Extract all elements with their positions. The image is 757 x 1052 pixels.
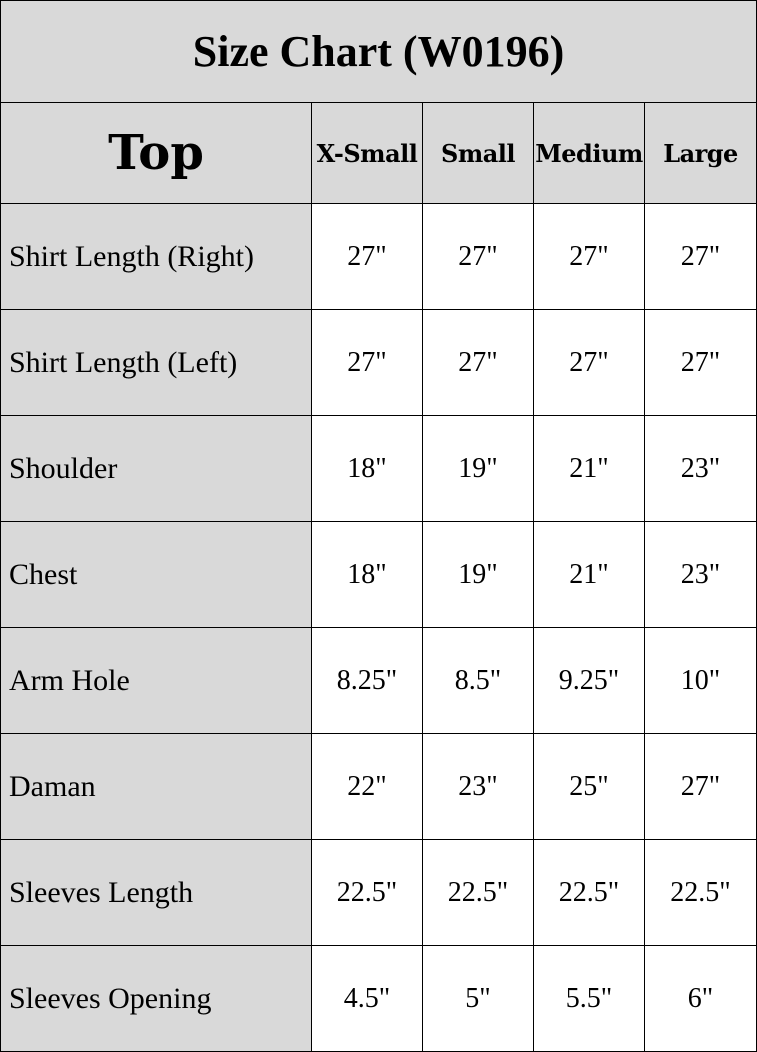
measurement-cell: 21" (533, 521, 645, 628)
size-header: Small (422, 102, 534, 204)
measurement-cell: 9.25" (533, 627, 645, 734)
measurement-cell: 27" (644, 309, 757, 416)
row-label: Arm Hole (0, 627, 312, 734)
chart-title: Size Chart (W0196) (0, 0, 757, 103)
table-row: Shirt Length (Right) 27" 27" 27" 27" (0, 203, 757, 310)
size-header: Medium (533, 102, 645, 204)
measurement-cell: 21" (533, 415, 645, 522)
section-header: Top (0, 102, 312, 204)
measurement-cell: 18" (311, 415, 423, 522)
measurement-cell: 27" (644, 733, 757, 840)
measurement-cell: 23" (644, 521, 757, 628)
measurement-cell: 27" (422, 309, 534, 416)
table-row: Shoulder 18" 19" 21" 23" (0, 415, 757, 522)
measurement-cell: 22.5" (533, 839, 645, 946)
measurement-cell: 18" (311, 521, 423, 628)
measurement-cell: 23" (422, 733, 534, 840)
row-label: Shoulder (0, 415, 312, 522)
measurement-cell: 22.5" (644, 839, 757, 946)
measurement-cell: 27" (533, 203, 645, 310)
size-header: X-Small (311, 102, 423, 204)
measurement-cell: 27" (422, 203, 534, 310)
table-row: Arm Hole 8.25" 8.5" 9.25" 10" (0, 627, 757, 734)
measurement-cell: 22" (311, 733, 423, 840)
measurement-cell: 27" (311, 309, 423, 416)
title-row: Size Chart (W0196) (0, 0, 757, 103)
measurement-cell: 23" (644, 415, 757, 522)
row-label: Daman (0, 733, 312, 840)
row-label: Shirt Length (Right) (0, 203, 312, 310)
table-row: Sleeves Length 22.5" 22.5" 22.5" 22.5" (0, 839, 757, 946)
measurement-cell: 25" (533, 733, 645, 840)
measurement-cell: 22.5" (311, 839, 423, 946)
measurement-cell: 19" (422, 415, 534, 522)
measurement-cell: 5.5" (533, 945, 645, 1052)
table-row: Shirt Length (Left) 27" 27" 27" 27" (0, 309, 757, 416)
measurement-cell: 27" (311, 203, 423, 310)
row-label: Sleeves Opening (0, 945, 312, 1052)
measurement-cell: 10" (644, 627, 757, 734)
measurement-cell: 22.5" (422, 839, 534, 946)
measurement-cell: 8.25" (311, 627, 423, 734)
table-row: Daman 22" 23" 25" 27" (0, 733, 757, 840)
measurement-cell: 5" (422, 945, 534, 1052)
table-row: Sleeves Opening 4.5" 5" 5.5" 6" (0, 945, 757, 1052)
header-row: Top X-Small Small Medium Large (0, 102, 757, 204)
table-row: Chest 18" 19" 21" 23" (0, 521, 757, 628)
row-label: Sleeves Length (0, 839, 312, 946)
measurement-cell: 27" (533, 309, 645, 416)
measurement-cell: 6" (644, 945, 757, 1052)
row-label: Chest (0, 521, 312, 628)
measurement-cell: 27" (644, 203, 757, 310)
row-label: Shirt Length (Left) (0, 309, 312, 416)
size-header: Large (644, 102, 757, 204)
measurement-cell: 4.5" (311, 945, 423, 1052)
measurement-cell: 8.5" (422, 627, 534, 734)
measurement-cell: 19" (422, 521, 534, 628)
